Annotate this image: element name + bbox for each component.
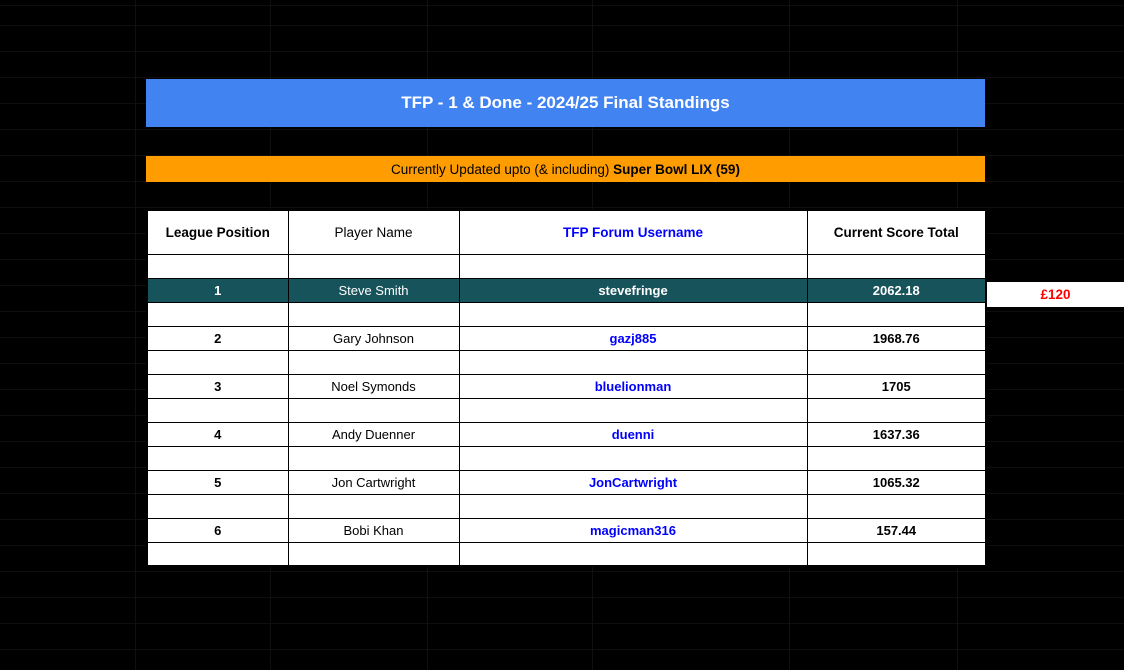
player-name-cell: Jon Cartwright bbox=[287, 469, 460, 495]
standings-row: 6 Bobi Khan magicman316 157.44 bbox=[146, 517, 987, 543]
empty-cell bbox=[287, 301, 460, 327]
spacer-row bbox=[146, 397, 987, 423]
empty-cell bbox=[146, 253, 289, 279]
empty-cell bbox=[806, 397, 987, 423]
status-text-prefix: Currently Updated upto (& including) bbox=[391, 161, 614, 177]
empty-cell bbox=[458, 445, 808, 471]
page-title: TFP - 1 & Done - 2024/25 Final Standings bbox=[401, 93, 730, 112]
standings-row: 5 Jon Cartwright JonCartwright 1065.32 bbox=[146, 469, 987, 495]
empty-cell bbox=[287, 349, 460, 375]
empty-cell bbox=[806, 493, 987, 519]
spacer-row bbox=[146, 445, 987, 471]
player-name-cell: Bobi Khan bbox=[287, 517, 460, 543]
empty-cell bbox=[458, 301, 808, 327]
empty-cell bbox=[806, 541, 987, 567]
standings-row: 2 Gary Johnson gazj885 1968.76 bbox=[146, 325, 987, 351]
empty-cell bbox=[287, 493, 460, 519]
position-cell: 3 bbox=[146, 373, 289, 399]
score-cell: 1968.76 bbox=[806, 325, 987, 351]
player-name-cell: Steve Smith bbox=[287, 277, 460, 303]
standings-row: 4 Andy Duenner duenni 1637.36 bbox=[146, 421, 987, 447]
empty-cell bbox=[806, 253, 987, 279]
table-header-row: League Position Player Name TFP Forum Us… bbox=[146, 209, 987, 255]
spacer-row bbox=[146, 541, 987, 567]
empty-cell bbox=[458, 493, 808, 519]
position-cell: 6 bbox=[146, 517, 289, 543]
empty-cell bbox=[146, 541, 289, 567]
empty-cell bbox=[806, 301, 987, 327]
column-header-current-score: Current Score Total bbox=[806, 209, 987, 255]
standings-table: League Position Player Name TFP Forum Us… bbox=[146, 209, 987, 567]
username-link[interactable]: bluelionman bbox=[458, 373, 808, 399]
username-link[interactable]: JonCartwright bbox=[458, 469, 808, 495]
empty-cell bbox=[146, 445, 289, 471]
empty-cell bbox=[458, 397, 808, 423]
empty-cell bbox=[458, 541, 808, 567]
empty-cell bbox=[146, 349, 289, 375]
empty-cell bbox=[146, 301, 289, 327]
username-link[interactable]: stevefringe bbox=[458, 277, 808, 303]
username-link[interactable]: gazj885 bbox=[458, 325, 808, 351]
position-cell: 4 bbox=[146, 421, 289, 447]
position-cell: 5 bbox=[146, 469, 289, 495]
position-cell: 1 bbox=[146, 277, 289, 303]
standings-row-winner: 1 Steve Smith stevefringe 2062.18 bbox=[146, 277, 987, 303]
position-cell: 2 bbox=[146, 325, 289, 351]
spacer-row bbox=[146, 301, 987, 327]
player-name-cell: Noel Symonds bbox=[287, 373, 460, 399]
empty-cell bbox=[458, 253, 808, 279]
score-cell: 1637.36 bbox=[806, 421, 987, 447]
column-header-forum-username: TFP Forum Username bbox=[458, 209, 808, 255]
player-name-cell: Andy Duenner bbox=[287, 421, 460, 447]
empty-cell bbox=[287, 397, 460, 423]
empty-cell bbox=[458, 349, 808, 375]
standings-row: 3 Noel Symonds bluelionman 1705 bbox=[146, 373, 987, 399]
spacer-row bbox=[146, 349, 987, 375]
username-link[interactable]: magicman316 bbox=[458, 517, 808, 543]
empty-cell bbox=[146, 397, 289, 423]
column-header-league-position: League Position bbox=[146, 209, 289, 255]
empty-cell bbox=[287, 541, 460, 567]
player-name-cell: Gary Johnson bbox=[287, 325, 460, 351]
status-banner: Currently Updated upto (& including) Sup… bbox=[146, 156, 985, 182]
empty-cell bbox=[287, 253, 460, 279]
empty-cell bbox=[287, 445, 460, 471]
score-cell: 157.44 bbox=[806, 517, 987, 543]
prize-cell: £120 bbox=[987, 282, 1124, 307]
column-header-player-name: Player Name bbox=[287, 209, 460, 255]
spacer-row bbox=[146, 493, 987, 519]
empty-cell bbox=[806, 349, 987, 375]
spacer-row bbox=[146, 253, 987, 279]
status-text-highlight: Super Bowl LIX (59) bbox=[613, 161, 740, 177]
score-cell: 1705 bbox=[806, 373, 987, 399]
empty-cell bbox=[146, 493, 289, 519]
username-link[interactable]: duenni bbox=[458, 421, 808, 447]
empty-cell bbox=[806, 445, 987, 471]
title-bar: TFP - 1 & Done - 2024/25 Final Standings bbox=[146, 79, 985, 127]
score-cell: 1065.32 bbox=[806, 469, 987, 495]
score-cell: 2062.18 bbox=[806, 277, 987, 303]
